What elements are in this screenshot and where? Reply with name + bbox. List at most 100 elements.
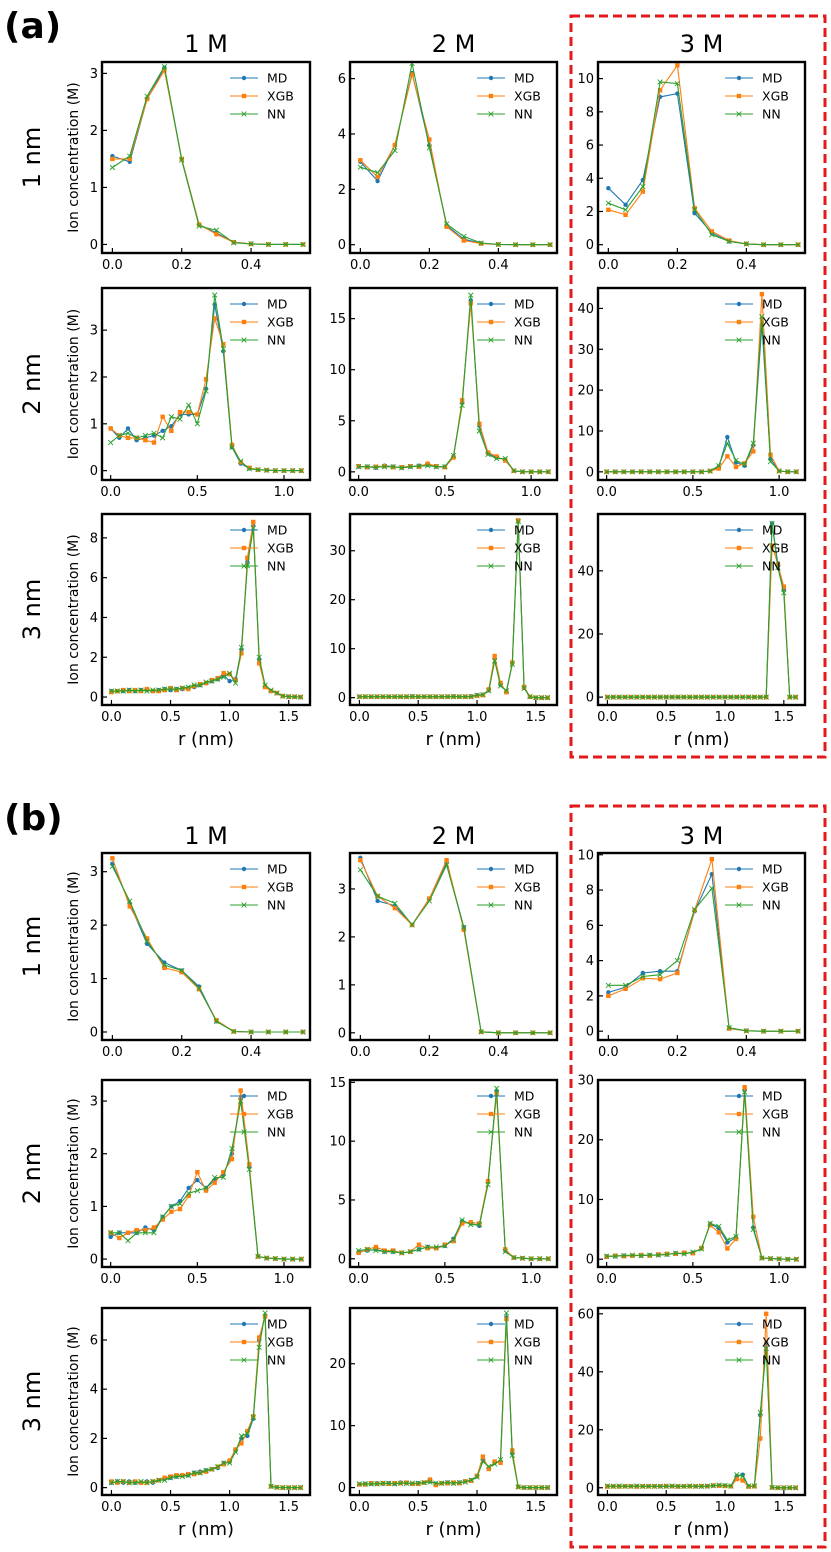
row-title: 3 nm: [18, 579, 46, 641]
nn-point: [657, 694, 664, 700]
xgb-point: [179, 969, 184, 975]
nn-point: [622, 1483, 628, 1490]
plot-area: [107, 292, 305, 474]
xgb-point: [736, 1339, 742, 1345]
nn-point: [415, 693, 421, 700]
nn-point: [537, 1256, 543, 1262]
x-tick-label: 1.0: [219, 1500, 240, 1515]
x-tick-label: 0.5: [160, 1500, 181, 1515]
series-line-nn: [360, 63, 551, 246]
plot-area: [605, 856, 801, 1034]
nn-point: [622, 207, 629, 213]
legend-label-md: MD: [762, 1317, 782, 1332]
nn-point: [262, 682, 268, 688]
x-tick-label: 1.0: [467, 1500, 488, 1515]
md-point: [640, 970, 646, 976]
x-tick-label: 1.5: [278, 1500, 299, 1515]
legend-label-nn: NN: [514, 107, 533, 122]
plot-area: [355, 1085, 552, 1262]
y-tick-label: 4: [586, 954, 594, 969]
nn-point: [726, 238, 732, 245]
nn-point: [109, 863, 116, 870]
nn-point: [415, 1480, 421, 1486]
nn-point: [781, 590, 787, 596]
nn-point: [185, 684, 191, 690]
nn-point: [272, 467, 279, 474]
nn-point: [760, 1028, 767, 1034]
md-point: [488, 527, 494, 533]
y-tick-label: 1: [90, 1200, 98, 1215]
x-tick-label: 1.5: [278, 710, 299, 725]
xgb-point: [238, 1088, 243, 1093]
nn-point: [521, 685, 527, 692]
nn-point: [291, 1484, 298, 1491]
nn-point: [231, 1028, 237, 1035]
highlight-box-3M: [569, 14, 827, 759]
legend: MD XGB NN: [477, 862, 541, 913]
nn-point: [409, 62, 415, 67]
nn-point: [710, 1483, 716, 1489]
xgb-point: [191, 683, 197, 689]
legend-label-md: MD: [267, 862, 287, 877]
series-line-nn: [608, 886, 799, 1032]
nn-point: [132, 1479, 138, 1486]
plot-area: [356, 1310, 551, 1491]
legend: MD XGB NN: [725, 523, 789, 574]
nn-point: [274, 690, 280, 696]
row-title: 3 nm: [18, 1371, 46, 1433]
nn-point: [795, 241, 801, 248]
nn-point: [716, 1223, 722, 1230]
nn-point: [373, 1247, 379, 1254]
nn-point: [751, 1483, 758, 1489]
nn-point: [645, 1483, 652, 1490]
xgb-point: [241, 93, 247, 99]
nn-point: [194, 1187, 201, 1194]
xgb-point: [382, 1248, 387, 1253]
xgb-point: [726, 1026, 732, 1031]
xgb-point: [221, 1169, 226, 1175]
nn-point: [442, 464, 448, 470]
xgb-point: [640, 976, 646, 981]
nn-point: [767, 1255, 774, 1262]
nn-point: [462, 693, 468, 700]
row-title: 1 nm: [18, 127, 46, 189]
nn-point: [743, 1028, 750, 1034]
legend-label-md: MD: [267, 523, 287, 538]
xgb-point: [675, 970, 680, 976]
xgb-point: [488, 93, 494, 99]
nn-point: [197, 682, 203, 688]
xgb-point: [488, 545, 494, 551]
nn-point: [263, 1255, 270, 1261]
y-tick-label: 0: [90, 464, 98, 479]
y-tick-label: 15: [329, 1076, 346, 1091]
y-axis-label: Ion concentration (M): [66, 534, 82, 684]
xgb-point: [156, 688, 161, 694]
nn-point: [545, 469, 552, 475]
nn-point: [605, 200, 612, 206]
xgb-point: [751, 1214, 756, 1220]
nn-point: [709, 232, 715, 238]
legend-label-md: MD: [762, 523, 782, 538]
md-point: [488, 866, 494, 872]
xgb-point: [434, 1245, 439, 1251]
nn-point: [215, 676, 221, 682]
xgb-point: [174, 1473, 179, 1478]
md-point: [606, 990, 611, 995]
nn-point: [108, 1479, 115, 1486]
nn-point: [161, 686, 168, 692]
legend-label-nn: NN: [514, 1353, 533, 1368]
legend-label-nn: NN: [267, 898, 286, 913]
y-tick-label: 10: [577, 424, 594, 439]
xgb-point: [180, 1473, 185, 1478]
nn-point: [156, 1477, 162, 1483]
md-point: [725, 1240, 730, 1245]
y-tick-label: 0: [90, 238, 98, 253]
x-tick-label: 0.5: [187, 1272, 208, 1287]
nn-point: [736, 111, 742, 117]
nn-point: [161, 1477, 168, 1483]
nn-point: [503, 1310, 510, 1316]
xgb-point: [392, 905, 398, 911]
xgb-point: [769, 543, 775, 548]
xgb-point: [151, 1225, 157, 1230]
x-tick-label: 0.0: [598, 258, 619, 273]
